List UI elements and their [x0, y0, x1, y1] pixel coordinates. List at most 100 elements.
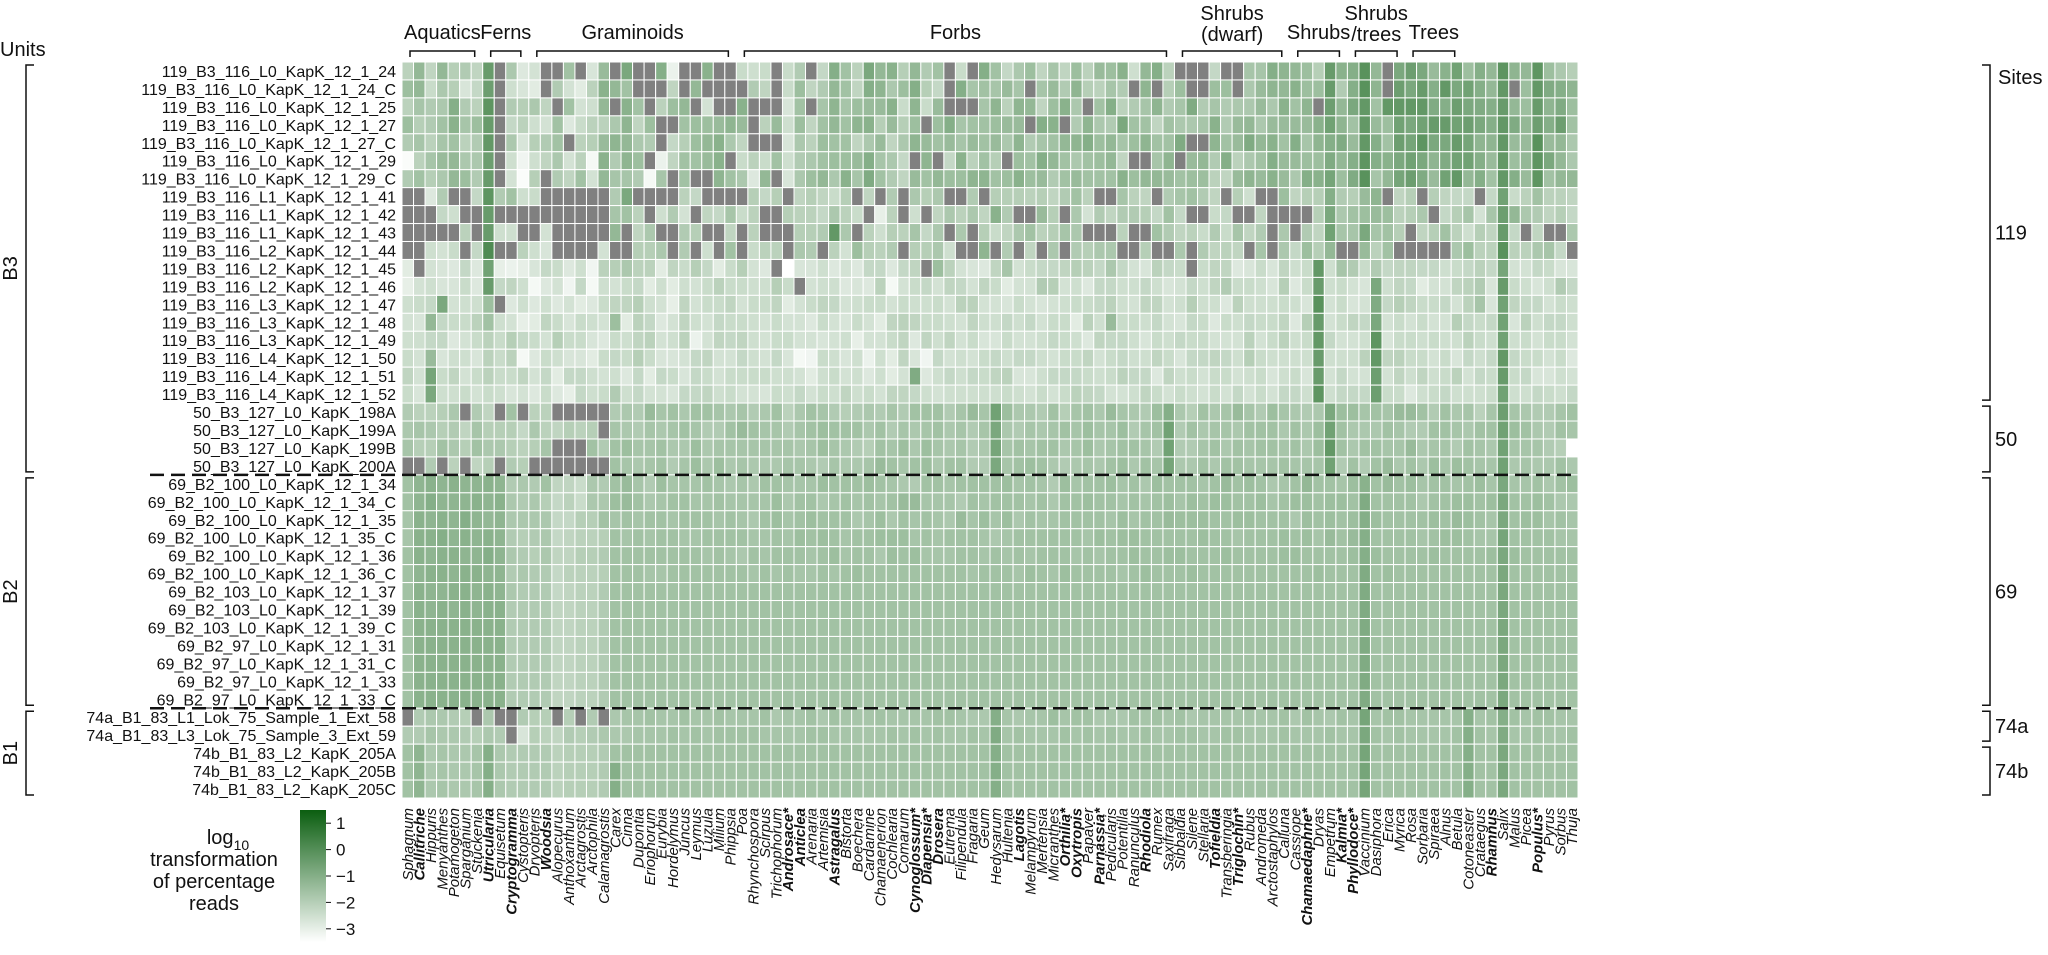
- heatmap-cell: [1070, 707, 1083, 727]
- heatmap-cell: [885, 79, 899, 99]
- heatmap-cell: [482, 600, 495, 619]
- heatmap-cell: [1231, 600, 1245, 619]
- heatmap-cell: [920, 474, 933, 494]
- heatmap-cell: [1381, 115, 1395, 135]
- heatmap-cell: [620, 79, 634, 99]
- heatmap-cell: [735, 97, 749, 117]
- heatmap-cell: [620, 725, 634, 745]
- heatmap-cell: [1542, 528, 1556, 548]
- heatmap-cell: [874, 384, 887, 404]
- heatmap-cell: [1093, 635, 1106, 655]
- column-label: Kalmia*: [1334, 807, 1351, 863]
- heatmap-cell: [585, 653, 599, 673]
- heatmap-cell: [689, 330, 703, 350]
- heatmap-cell: [562, 546, 576, 566]
- heatmap-cell: [1496, 653, 1510, 673]
- heatmap-cell: [1150, 402, 1164, 422]
- heatmap-cell: [793, 420, 807, 440]
- group-bracket: [1297, 50, 1341, 57]
- heatmap-cell: [920, 653, 933, 673]
- heatmap-cell: [1208, 366, 1222, 386]
- heatmap-cell: [585, 151, 599, 171]
- heatmap-cell: [666, 402, 680, 422]
- row-label: 69_B2_97_L0_KapK_12_1_31: [177, 638, 396, 655]
- heatmap-cell: [551, 294, 564, 314]
- heatmap-cell: [1508, 671, 1521, 691]
- heatmap-cell: [1070, 761, 1083, 781]
- heatmap-cell: [689, 97, 703, 117]
- column-label: Ranunculus: [1126, 808, 1143, 888]
- heatmap-cell: [482, 330, 495, 350]
- heatmap-cell: [1243, 294, 1256, 314]
- heatmap-cell: [989, 600, 1003, 619]
- heatmap-cell: [1439, 61, 1452, 81]
- heatmap-cell: [447, 582, 461, 602]
- heatmap-cell: [1024, 671, 1037, 691]
- heatmap-cell: [793, 223, 807, 243]
- heatmap-cell: [1416, 366, 1429, 386]
- heatmap-cell: [701, 779, 714, 799]
- heatmap-cell: [1220, 635, 1233, 655]
- heatmap-cell: [678, 725, 691, 745]
- heatmap-cell: [1312, 97, 1325, 117]
- heatmap-cell: [1473, 582, 1487, 602]
- heatmap-cell: [943, 779, 956, 799]
- heatmap-cell: [1070, 671, 1083, 691]
- heatmap-cell: [1519, 546, 1533, 566]
- heatmap-cell: [805, 420, 818, 440]
- heatmap-cell: [505, 671, 518, 691]
- heatmap-cell: [1450, 653, 1464, 673]
- heatmap-cell: [1012, 689, 1026, 709]
- heatmap-cell: [920, 743, 933, 763]
- heatmap-cell: [505, 528, 518, 548]
- heatmap-cell: [1416, 761, 1429, 781]
- heatmap-cell: [770, 133, 783, 153]
- heatmap-cell: [1496, 205, 1510, 225]
- heatmap-cell: [943, 366, 956, 386]
- heatmap-cell: [862, 528, 876, 548]
- heatmap-cell: [528, 474, 541, 494]
- heatmap-cell: [1358, 330, 1371, 350]
- unit-label: B2: [0, 579, 22, 603]
- heatmap-cell: [528, 366, 541, 386]
- heatmap-cell: [1220, 402, 1233, 422]
- heatmap-cell: [701, 384, 714, 404]
- heatmap-cell: [828, 330, 841, 350]
- heatmap-cell: [1335, 151, 1348, 171]
- heatmap-cell: [1531, 402, 1544, 422]
- heatmap-cell: [1116, 653, 1129, 673]
- heatmap-cell: [551, 258, 564, 278]
- heatmap-cell: [528, 223, 541, 243]
- heatmap-cell: [1254, 420, 1268, 440]
- heatmap-cell: [1024, 743, 1037, 763]
- heatmap-cell: [1554, 366, 1567, 386]
- heatmap-cell: [851, 600, 864, 619]
- heatmap-cell: [447, 79, 461, 99]
- heatmap-cell: [1220, 61, 1233, 81]
- heatmap-cell: [666, 61, 680, 81]
- heatmap-cell: [1058, 689, 1072, 709]
- heatmap-cell: [747, 187, 760, 207]
- heatmap-cell: [735, 582, 749, 602]
- heatmap-cell: [1416, 420, 1429, 440]
- heatmap-cell: [620, 761, 634, 781]
- heatmap-cell: [1162, 510, 1175, 530]
- heatmap-cell: [1185, 420, 1199, 440]
- heatmap-cell: [851, 546, 864, 566]
- column-label: Erica: [1380, 808, 1397, 842]
- heatmap-cell: [735, 384, 749, 404]
- heatmap-cell: [781, 258, 795, 278]
- heatmap-cell: [609, 384, 622, 404]
- heatmap-cell: [401, 294, 415, 314]
- heatmap-cell: [1485, 276, 1498, 296]
- heatmap-cell: [828, 294, 841, 314]
- heatmap-cell: [551, 582, 564, 602]
- heatmap-cell: [712, 546, 726, 566]
- heatmap-cell: [1093, 384, 1106, 404]
- heatmap-cell: [1116, 671, 1129, 691]
- column-label: Sorbus: [1553, 808, 1570, 856]
- heatmap-cell: [1277, 725, 1291, 745]
- heatmap-cell: [816, 115, 830, 135]
- heatmap-cell: [1243, 725, 1256, 745]
- heatmap-cell: [1335, 348, 1348, 368]
